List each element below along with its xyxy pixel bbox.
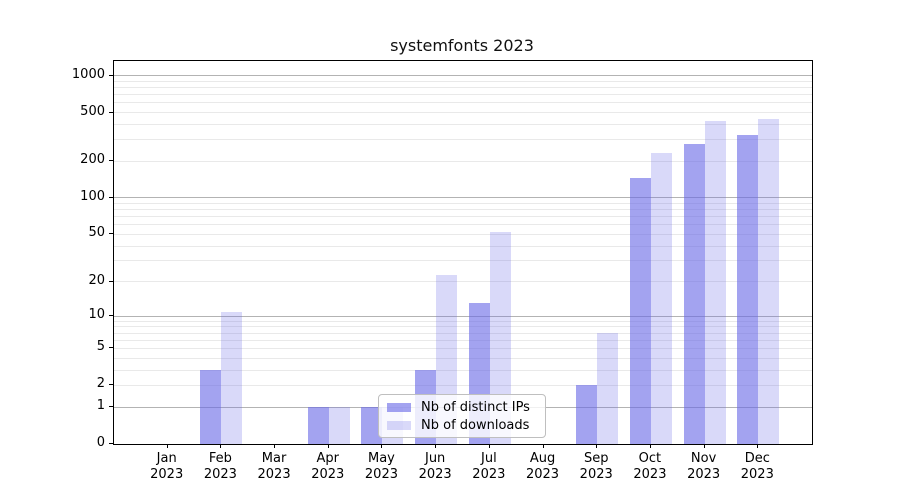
x-tick-label: Oct 2023 (633, 451, 667, 482)
y-tick-label: 20 (88, 272, 105, 288)
x-tick-mark (596, 444, 598, 448)
y-tick-label: 0 (96, 435, 105, 450)
bar-distinct-ips (683, 144, 705, 444)
x-tick-mark (542, 444, 544, 448)
x-tick-mark (435, 444, 437, 448)
bar-distinct-ips (629, 177, 651, 444)
y-tick-label: 100 (80, 188, 105, 204)
x-tick-label: Feb 2023 (203, 451, 237, 482)
gridline-minor (114, 320, 812, 322)
x-tick-mark (757, 444, 759, 448)
gridline-minor (114, 94, 812, 96)
gridline-minor (114, 160, 812, 162)
x-tick-label: Sep 2023 (579, 451, 613, 482)
x-tick-mark (703, 444, 705, 448)
y-tick-mark (109, 196, 113, 198)
y-tick-mark (109, 160, 113, 162)
x-tick-mark (274, 444, 276, 448)
gridline-minor (114, 369, 812, 371)
x-tick-mark (220, 444, 222, 448)
x-tick-mark (327, 444, 329, 448)
gridline-minor (114, 357, 812, 359)
x-tick-label: Mar 2023 (257, 451, 291, 482)
legend-row-downloads: Nb of downloads (387, 418, 537, 433)
bar-downloads (597, 333, 619, 444)
legend-label-downloads: Nb of downloads (421, 417, 530, 433)
legend-label-distinct-ips: Nb of distinct IPs (421, 399, 530, 415)
x-tick-label: Aug 2023 (525, 451, 560, 482)
gridline-minor (114, 123, 812, 125)
bar-distinct-ips (737, 135, 759, 444)
gridline-minor (114, 209, 812, 211)
bar-distinct-ips (361, 407, 383, 444)
y-tick-label: 2 (96, 376, 105, 392)
gridline-minor (114, 245, 812, 247)
gridline-minor (114, 281, 812, 283)
y-tick-label: 1 (96, 398, 105, 414)
y-tick-label: 200 (80, 152, 105, 168)
bar-downloads (704, 120, 726, 444)
gridline-minor (114, 224, 812, 226)
gridline-minor (114, 332, 812, 334)
x-tick-label: Jul 2023 (472, 451, 506, 482)
x-tick-mark (381, 444, 383, 448)
y-tick-mark (109, 347, 113, 349)
y-tick-label: 5 (96, 339, 105, 355)
gridline-minor (114, 326, 812, 328)
gridline-major (114, 315, 812, 317)
x-tick-label: Apr 2023 (311, 451, 345, 482)
y-tick-mark (109, 406, 113, 408)
x-tick-label: Dec 2023 (740, 451, 774, 482)
legend: Nb of distinct IPs Nb of downloads (378, 394, 546, 438)
y-tick-mark (109, 74, 113, 76)
x-tick-label: Jun 2023 (418, 451, 452, 482)
gridline-minor (114, 80, 812, 82)
gridline-minor (114, 339, 812, 341)
x-tick-label: May 2023 (364, 451, 398, 482)
y-tick-mark (109, 384, 113, 386)
gridline-minor (114, 102, 812, 104)
legend-swatch-distinct-ips (387, 402, 411, 412)
gridline-minor (114, 347, 812, 349)
plot-area (113, 60, 813, 445)
gridline-minor (114, 87, 812, 89)
bar-distinct-ips (200, 370, 222, 444)
gridline-minor (114, 384, 812, 386)
y-tick-label: 50 (88, 225, 105, 241)
x-tick-label: Jan 2023 (150, 451, 184, 482)
legend-row-distinct-ips: Nb of distinct IPs (387, 400, 537, 415)
bar-downloads (328, 407, 350, 444)
y-tick-label: 500 (80, 103, 105, 119)
gridline-minor (114, 112, 812, 114)
gridline-major (114, 197, 812, 199)
gridline-minor (114, 216, 812, 218)
legend-swatch-downloads (387, 420, 411, 430)
bar-distinct-ips (576, 385, 598, 444)
gridline-minor (114, 139, 812, 141)
bar-downloads (221, 311, 243, 444)
y-tick-label: 1000 (71, 66, 105, 82)
gridline-major (114, 75, 812, 77)
bar-downloads (650, 152, 672, 444)
y-tick-label: 10 (88, 307, 105, 323)
x-tick-mark (649, 444, 651, 448)
y-tick-mark (109, 280, 113, 282)
x-tick-label: Nov 2023 (687, 451, 721, 482)
y-tick-mark (109, 233, 113, 235)
x-tick-mark (166, 444, 168, 448)
chart-title: systemfonts 2023 (390, 36, 534, 55)
y-tick-mark (109, 315, 113, 317)
gridline-minor (114, 233, 812, 235)
y-tick-mark (109, 111, 113, 113)
y-tick-mark (109, 443, 113, 444)
bar-distinct-ips (307, 407, 329, 444)
gridline-minor (114, 203, 812, 204)
x-tick-mark (488, 444, 490, 448)
gridline-minor (114, 260, 812, 262)
bar-downloads (489, 232, 511, 444)
bar-downloads (758, 119, 780, 444)
